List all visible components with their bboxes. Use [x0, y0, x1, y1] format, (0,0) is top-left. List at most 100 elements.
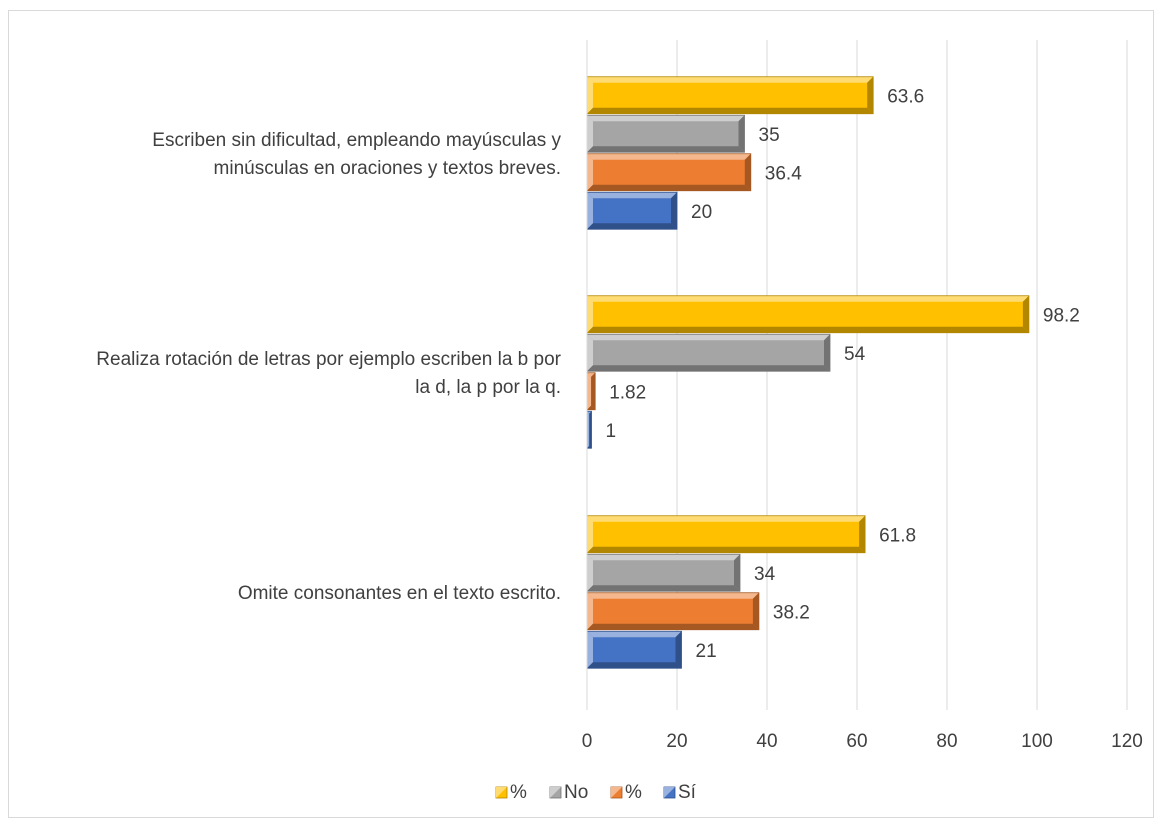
category-labels: Escriben sin dificultad, empleando mayús… — [96, 130, 561, 604]
bar — [586, 191, 678, 230]
legend-swatch — [663, 786, 676, 799]
legend-swatch-highlight — [496, 787, 507, 798]
bar-bevel-bottom — [587, 446, 592, 449]
bar-body — [587, 76, 874, 114]
bar — [586, 630, 682, 669]
bar-bevel-right — [589, 411, 592, 449]
bar-bevel-right — [738, 115, 745, 153]
bar — [586, 153, 752, 192]
bar-bevel-top — [587, 554, 740, 561]
bar-body — [587, 554, 740, 592]
bar-bevel-right — [734, 554, 740, 592]
bar-bevel-right — [752, 592, 759, 630]
bar-bevel-bottom — [587, 326, 1029, 333]
bar-bevel-right — [591, 372, 596, 410]
bar-body — [587, 115, 745, 153]
legend-swatch-highlight — [550, 787, 561, 798]
bar-body — [587, 334, 830, 372]
bar-bevel-bottom — [587, 184, 751, 191]
legend-label: % — [625, 782, 642, 803]
bar-bevel-bottom — [587, 223, 677, 230]
data-label: 21 — [696, 641, 717, 662]
bar-body — [587, 631, 682, 669]
bar-body — [587, 592, 759, 630]
bar-bevel-top — [587, 631, 682, 638]
bar-bevel-left — [587, 115, 593, 153]
data-label: 34 — [754, 564, 776, 585]
legend: % No% Sí — [495, 782, 697, 803]
bar — [586, 515, 866, 554]
category-label: la d, la p por la q. — [415, 377, 561, 398]
bar — [586, 592, 760, 631]
category-label: Omite consonantes en el texto escrito. — [238, 583, 561, 604]
bar-bevel-top — [587, 334, 830, 341]
bar-bevel-top — [587, 372, 596, 377]
bar-bevel-bottom — [587, 623, 759, 630]
bar-body — [587, 192, 677, 230]
bar — [586, 553, 741, 592]
bar-bevel-top — [587, 192, 677, 199]
data-label: 38.2 — [773, 602, 810, 623]
bar-bevel-right — [867, 76, 874, 114]
bar-body — [587, 515, 866, 553]
bar-bevel-bottom — [587, 107, 874, 114]
data-label: 1 — [606, 421, 617, 442]
bar-bevel-bottom — [587, 546, 866, 553]
category-label: Escriben sin dificultad, empleando mayús… — [152, 130, 561, 151]
bar-bevel-left — [587, 372, 592, 410]
x-tick-label: 100 — [1021, 731, 1053, 752]
bar — [586, 114, 745, 153]
bar-bevel-top — [587, 76, 874, 83]
bar-bevel-right — [675, 631, 682, 669]
x-tick-label: 80 — [936, 731, 957, 752]
bar-bevel-top — [587, 592, 759, 599]
data-label: 98.2 — [1043, 305, 1080, 326]
x-tick-label: 60 — [846, 731, 867, 752]
data-label: 36.4 — [765, 163, 802, 184]
bar-body — [587, 295, 1029, 333]
bar-bevel-bottom — [587, 585, 740, 592]
bar-bevel-left — [587, 153, 593, 191]
legend-swatch — [495, 786, 508, 799]
bar-bevel-left — [587, 334, 593, 372]
category-label: Realiza rotación de letras por ejemplo e… — [96, 349, 561, 370]
bar-bevel-left — [587, 411, 590, 449]
bar-bevel-left — [587, 76, 593, 114]
x-tick-label: 120 — [1111, 731, 1143, 752]
bar-bevel-bottom — [587, 662, 682, 669]
bar-bevel-top — [587, 153, 751, 160]
data-label: 54 — [844, 344, 866, 365]
bar-bevel-top — [587, 411, 592, 414]
data-label: 1.82 — [609, 382, 646, 403]
bar-bevel-right — [824, 334, 830, 372]
legend-label: No — [564, 782, 588, 803]
bar-bevel-bottom — [587, 146, 745, 153]
data-label: 20 — [691, 202, 712, 223]
data-label: 35 — [759, 125, 780, 146]
chart-frame — [8, 10, 1154, 818]
data-label: 63.6 — [887, 86, 924, 107]
bar-bevel-left — [587, 554, 593, 592]
bar-bevel-bottom — [587, 405, 596, 410]
x-tick-label: 40 — [756, 731, 777, 752]
bar-bevel-top — [587, 295, 1029, 302]
legend-swatch-highlight — [611, 787, 622, 798]
bar-bevel-left — [587, 295, 593, 333]
legend-swatch-highlight — [664, 787, 675, 798]
bar — [586, 372, 596, 411]
legend-swatch — [549, 786, 562, 799]
bar-bevel-left — [587, 631, 593, 669]
bar-bevel-bottom — [587, 365, 830, 372]
bar-bevel-top — [587, 115, 745, 122]
bar — [586, 295, 1030, 334]
category-label: minúsculas en oraciones y textos breves. — [214, 158, 561, 179]
data-label: 61.8 — [879, 525, 916, 546]
bar-bevel-left — [587, 515, 593, 553]
bar-bevel-left — [587, 592, 593, 630]
bar — [586, 410, 592, 449]
bar — [586, 76, 874, 115]
bar-body — [587, 153, 751, 191]
bars: 63.6 98.2 61.8 35 54 34 36.4 1.82 38.2 20 1 21 — [586, 76, 1080, 669]
bar-bevel-right — [859, 515, 866, 553]
